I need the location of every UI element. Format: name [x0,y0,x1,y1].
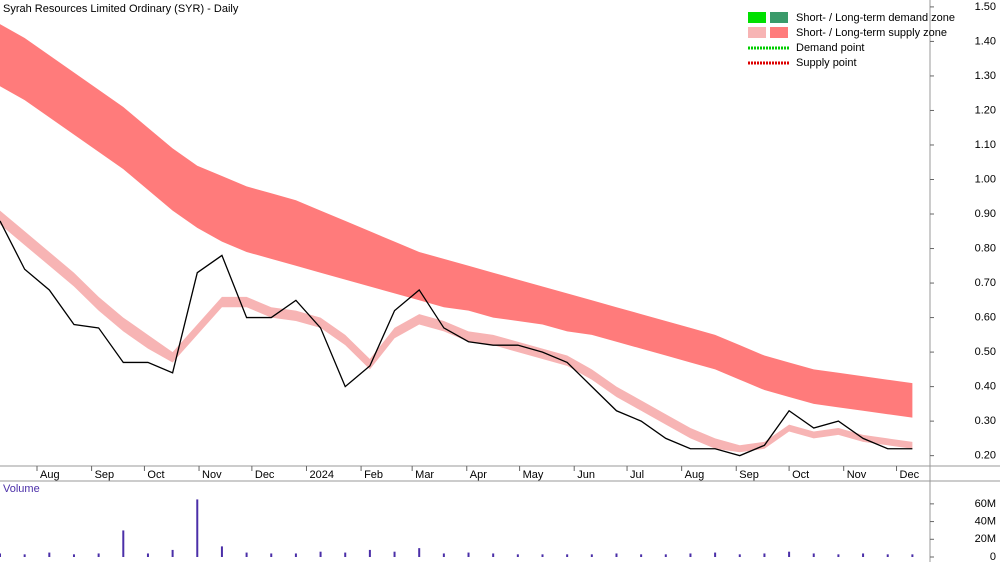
y-tick-label: 0.80 [975,242,996,254]
y-tick-label: 1.10 [975,139,996,151]
y-tick-label: 1.20 [975,104,996,116]
x-tick-label: Nov [847,469,867,481]
volume-bar [862,553,865,557]
legend-label: Short- / Long-term demand zone [796,12,955,24]
volume-bar [245,552,248,557]
y-tick-label: 0.30 [975,415,996,427]
price-line [0,220,913,457]
x-tick-label: Aug [685,469,705,481]
volume-bar [220,546,223,557]
volume-label: Volume [3,483,40,495]
y-tick-label: 1.40 [975,35,996,47]
volume-bar [72,554,75,557]
volume-bar [270,553,273,557]
volume-bar [467,552,470,557]
volume-bar [566,554,569,557]
y-tick-label: 0.60 [975,311,996,323]
y-tick-label: 1.30 [975,70,996,82]
volume-bar [615,553,618,557]
volume-bar [492,553,495,557]
volume-bar [763,553,766,557]
x-tick-label: Dec [255,469,275,481]
volume-bar [911,554,914,557]
volume-bar [516,554,519,557]
volume-bar [319,551,322,557]
volume-bar [442,553,445,557]
volume-bar [689,553,692,557]
legend-label: Demand point [796,42,865,54]
x-tick-label: Apr [470,469,487,481]
y-tick-label: 0.20 [975,450,996,462]
volume-bar [196,499,199,557]
volume-bar [664,554,667,557]
volume-tick-label: 0 [990,551,996,562]
volume-tick-label: 20M [975,533,996,545]
legend-swatch [770,27,788,38]
y-tick-label: 1.50 [975,1,996,13]
volume-bar [23,554,26,557]
y-tick-label: 0.40 [975,381,996,393]
x-tick-label: Jul [630,469,644,481]
legend-swatch [748,27,766,38]
volume-bar [541,554,544,557]
chart-title: Syrah Resources Limited Ordinary (SYR) -… [3,3,239,15]
volume-bar [122,530,125,557]
volume-bar [393,551,396,557]
volume-bar [788,551,791,557]
volume-bar [714,552,717,557]
supply-band [0,210,913,453]
volume-bar [97,553,100,557]
x-tick-label: Jun [577,469,595,481]
volume-bar [812,553,815,557]
volume-bar [886,554,889,557]
x-tick-label: Mar [415,469,434,481]
volume-tick-label: 60M [975,498,996,510]
x-tick-label: May [523,469,544,481]
volume-bar [344,552,347,557]
legend-swatch [748,12,766,23]
y-tick-label: 1.00 [975,173,996,185]
volume-bar [590,554,593,557]
x-tick-label: Oct [792,469,809,481]
volume-bar [738,554,741,557]
x-tick-label: Sep [95,469,115,481]
legend-label: Supply point [796,57,857,69]
y-tick-label: 0.70 [975,277,996,289]
volume-bar [640,554,643,557]
legend-swatch [770,12,788,23]
x-tick-label: Nov [202,469,222,481]
volume-bar [837,554,840,557]
legend-label: Short- / Long-term supply zone [796,27,947,39]
volume-tick-label: 40M [975,515,996,527]
x-tick-label: Aug [40,469,60,481]
x-tick-label: Dec [900,469,920,481]
x-tick-label: 2024 [309,469,333,481]
x-tick-label: Oct [147,469,164,481]
volume-bar [418,548,421,557]
volume-bar [146,553,149,557]
volume-bar [294,553,297,557]
x-tick-label: Feb [364,469,383,481]
x-tick-label: Sep [739,469,759,481]
volume-bar [0,553,1,557]
y-tick-label: 0.50 [975,346,996,358]
volume-bar [171,549,174,557]
supply-band [0,24,913,418]
y-tick-label: 0.90 [975,208,996,220]
volume-bar [48,552,51,557]
volume-bar [368,549,371,557]
